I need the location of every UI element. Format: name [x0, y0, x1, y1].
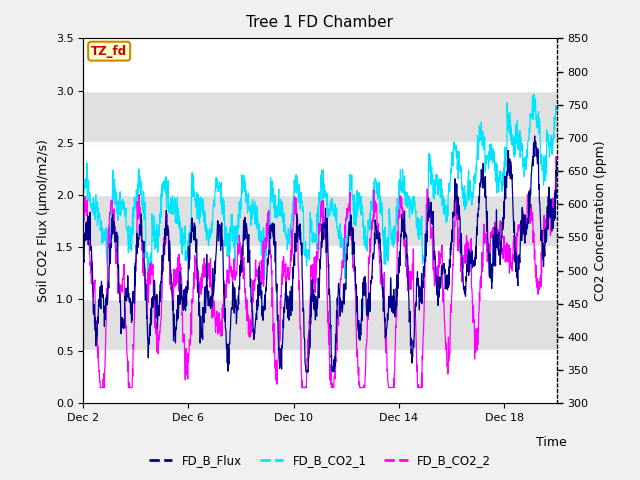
- Y-axis label: CO2 Concentration (ppm): CO2 Concentration (ppm): [594, 141, 607, 301]
- X-axis label: Time: Time: [536, 436, 566, 449]
- Bar: [83, 351, 557, 403]
- Bar: [83, 143, 557, 195]
- Title: Tree 1 FD Chamber: Tree 1 FD Chamber: [246, 15, 394, 30]
- Legend: FD_B_Flux, FD_B_CO2_1, FD_B_CO2_2: FD_B_Flux, FD_B_CO2_1, FD_B_CO2_2: [144, 449, 496, 472]
- Bar: [83, 91, 557, 143]
- Y-axis label: Soil CO2 Flux (μmol/m2/s): Soil CO2 Flux (μmol/m2/s): [37, 139, 50, 302]
- Text: TZ_fd: TZ_fd: [91, 45, 127, 58]
- Bar: [83, 195, 557, 247]
- Bar: [83, 247, 557, 299]
- Bar: [83, 299, 557, 351]
- Bar: [83, 38, 557, 91]
